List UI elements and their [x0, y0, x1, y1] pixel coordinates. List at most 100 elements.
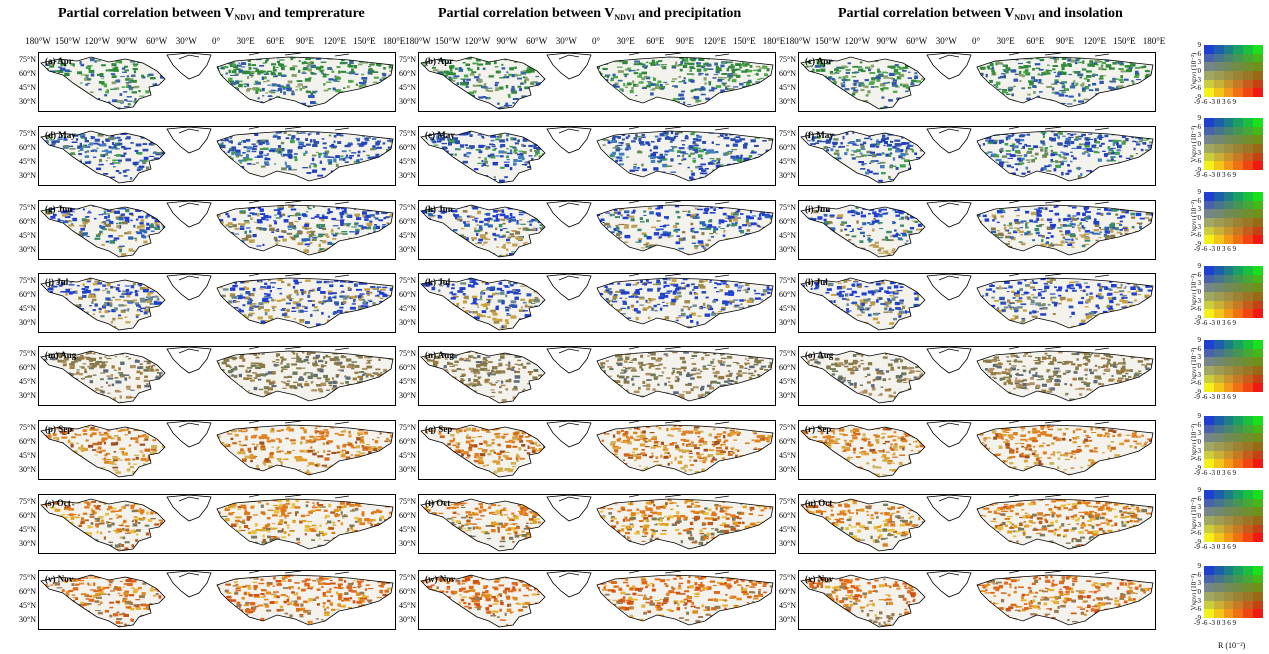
latitude-tick-label: 60°N: [779, 290, 796, 299]
legend-color-cell: [1253, 433, 1263, 442]
north-america-outline: [800, 204, 926, 258]
north-america-outline: [800, 130, 926, 184]
legend-y-tick: -9: [1195, 240, 1201, 248]
latitude-tick-label: 60°N: [19, 69, 36, 78]
arctic-islands-outline: [558, 571, 730, 578]
greenland-outline: [926, 347, 972, 374]
title-pre: Partial correlation between V: [838, 6, 1015, 21]
latitude-tick-label: 30°N: [779, 171, 796, 180]
map-svg: [420, 421, 774, 478]
legend-color-cell: [1243, 566, 1254, 575]
legend-y-tick: 0: [1197, 588, 1202, 596]
legend-color-grid: [1204, 192, 1263, 244]
eurasia-outline: [216, 56, 394, 108]
legend-color-cell: [1213, 126, 1224, 136]
longitude-tick-label: 150°E: [353, 36, 376, 46]
arctic-islands-outline: [558, 127, 730, 134]
north-america-outline: [40, 130, 166, 184]
latitude-tick-label: 30°N: [399, 245, 416, 254]
latitude-tick-label: 60°N: [399, 290, 416, 299]
legend-color-cell: [1223, 79, 1234, 89]
arctic-islands-outline: [938, 274, 1110, 281]
vegetation-speckle: [801, 425, 1153, 477]
panel-label: (p) Sep: [45, 424, 73, 434]
vegetation-speckle: [801, 499, 1153, 551]
title-post: and insolation: [1034, 6, 1123, 21]
legend-color-cell: [1213, 459, 1224, 468]
legend-color-cell: [1223, 45, 1234, 54]
legend-color-cell: [1223, 459, 1234, 468]
north-america-outline: [420, 574, 546, 628]
vegetation-speckle: [421, 205, 773, 257]
legend-color-cell: [1253, 126, 1263, 136]
legend-x-ticks: -9 -6 -3 0 3 6 9: [1194, 171, 1236, 179]
legend-v-axis-label: VNDVI (10⁻²): [1190, 347, 1198, 385]
legend-color-cell: [1243, 126, 1254, 136]
legend-color-cell: [1253, 226, 1263, 236]
north-america-outline: [40, 424, 166, 478]
legend-color-grid: [1204, 266, 1263, 318]
north-america-outline: [800, 56, 926, 110]
legend-color-cell: [1204, 300, 1214, 310]
latitude-tick-label: 45°N: [779, 83, 796, 92]
legend-color-cell: [1243, 71, 1254, 80]
legend-v-axis-label: VNDVI (10⁻²): [1190, 125, 1198, 163]
panel-label: (o) Aug: [805, 350, 834, 360]
legend-color-cell: [1233, 498, 1244, 508]
arctic-islands-outline: [558, 495, 730, 502]
legend-color-cell: [1223, 126, 1234, 136]
latitude-tick-label: 60°N: [779, 69, 796, 78]
legend-x-ticks: -9 -6 -3 0 3 6 9: [1194, 319, 1236, 327]
legend-x-ticks: -9 -6 -3 0 3 6 9: [1194, 245, 1236, 253]
longitude-tick-label: 90°W: [496, 36, 518, 46]
legend-color-cell: [1223, 200, 1234, 210]
arctic-islands-outline: [178, 421, 350, 428]
eurasia-outline: [216, 574, 394, 626]
legend-v-axis-label: VNDVI (10⁻²): [1190, 273, 1198, 311]
legend-y-tick: 3: [1197, 58, 1202, 67]
map-svg: [40, 53, 394, 110]
legend-y-tick: -3: [1195, 520, 1201, 529]
legend-color-cell: [1233, 374, 1244, 384]
legend-color-cell: [1213, 300, 1224, 310]
panel-label: (r) Sep: [805, 424, 832, 434]
legend-color-cell: [1233, 218, 1244, 227]
legend-color-cell: [1253, 583, 1263, 592]
legend-color-grid: [1204, 416, 1263, 468]
legend-color-cell: [1253, 383, 1263, 392]
latitude-tick-label: 45°N: [779, 525, 796, 534]
legend-color-cell: [1233, 574, 1244, 584]
legend-v-axis-label: VNDVI (10⁻²): [1190, 573, 1198, 611]
greenland-outline: [166, 571, 212, 598]
legend-y-tick: 6: [1197, 420, 1202, 429]
legend-color-cell: [1233, 583, 1244, 592]
legend-color-cell: [1213, 424, 1224, 434]
north-america-outline: [40, 56, 166, 110]
latitude-tick-label: 45°N: [399, 377, 416, 386]
legend-y-tick: 3: [1197, 131, 1202, 140]
legend-color-cell: [1253, 459, 1263, 468]
legend-color-cell: [1233, 450, 1244, 460]
latitude-tick-label: 30°N: [19, 391, 36, 400]
latitude-tick-label: 60°N: [779, 217, 796, 226]
bivariate-legend-key: 9 6 3 0 -3 -6 -9 -9 -6 -3 0 3 6 9 VNDVI (10⁻²): [1180, 336, 1269, 404]
eurasia-outline: [216, 277, 394, 329]
legend-color-cell: [1204, 424, 1214, 434]
greenland-outline: [166, 53, 212, 80]
legend-color-cell: [1213, 490, 1224, 499]
legend-y-tick: 9: [1197, 336, 1202, 344]
legend-color-cell: [1204, 218, 1214, 227]
longitude-ticks: 180°W 150°W 120°W 90°W 60°W 30°W 0° 30°E 60°E 90°…: [785, 36, 1165, 48]
vegetation-speckle: [421, 351, 773, 403]
latitude-tick-label: 75°N: [399, 423, 416, 432]
arctic-islands-outline: [178, 127, 350, 134]
legend-color-cell: [1233, 433, 1244, 442]
map-panel: (p) Sep: [38, 420, 396, 480]
legend-color-cell: [1213, 516, 1224, 525]
legend-color-cell: [1243, 283, 1254, 292]
legend-color-cell: [1204, 609, 1214, 618]
latitude-tick-label: 60°N: [779, 437, 796, 446]
legend-color-cell: [1223, 309, 1234, 318]
legend-color-cell: [1233, 45, 1244, 54]
latitude-tick-label: 75°N: [399, 276, 416, 285]
